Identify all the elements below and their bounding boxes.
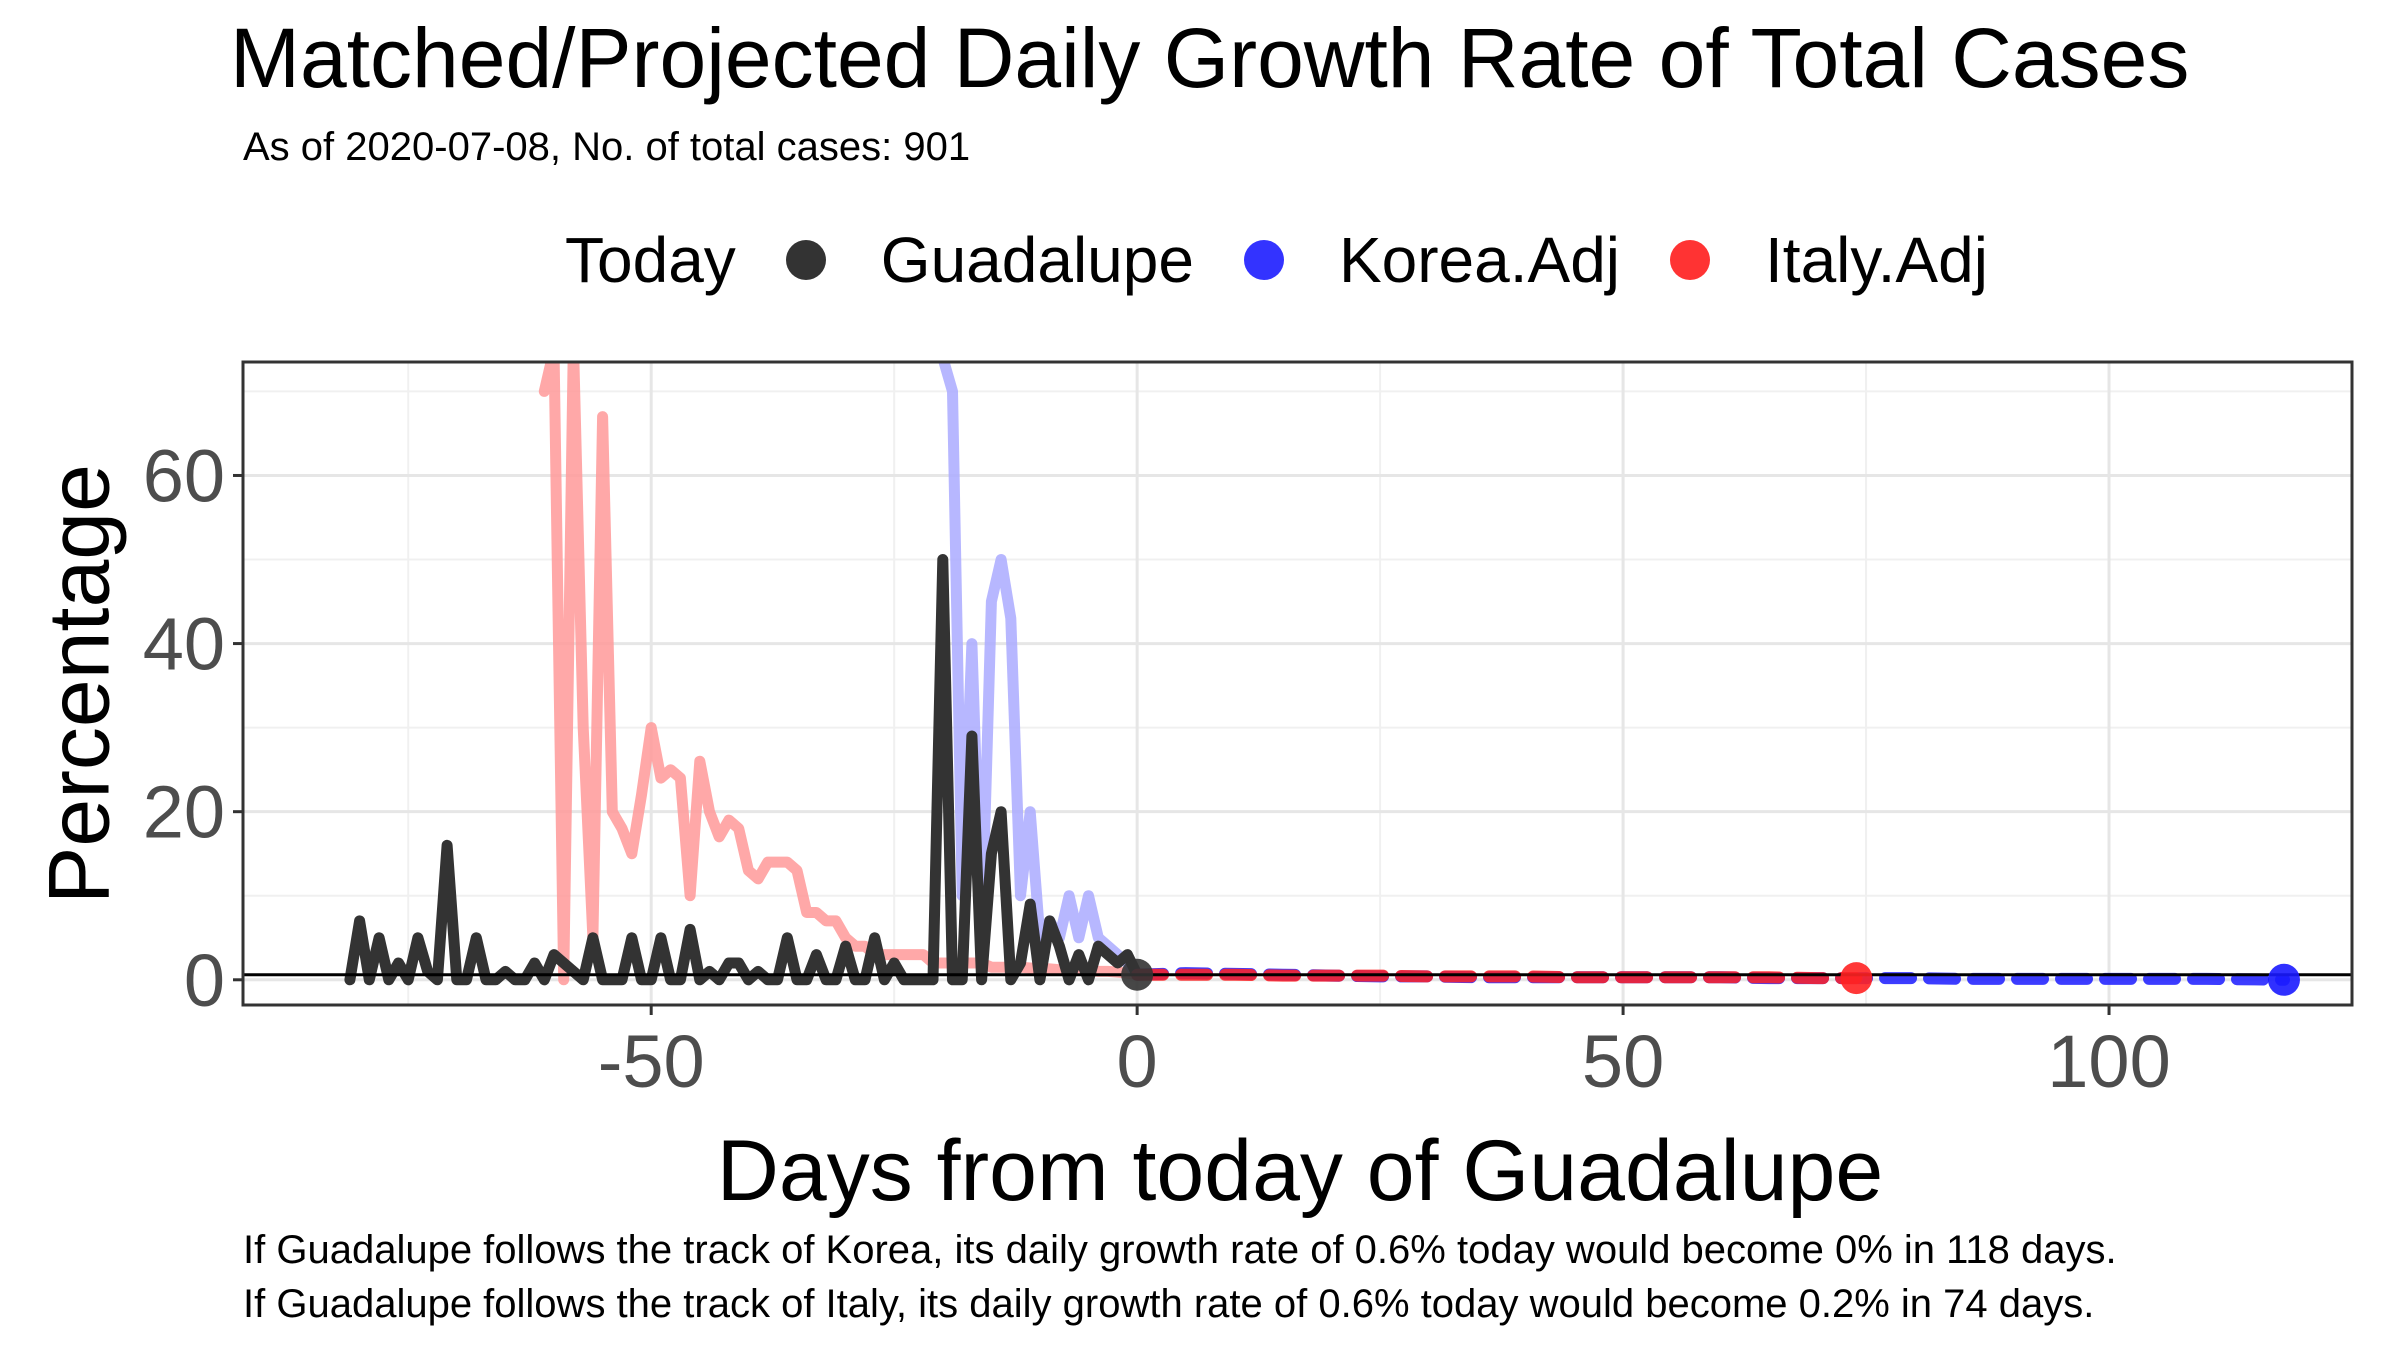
legend-item-guadalupe: Guadalupe: [785, 223, 1194, 297]
legend-key-guadalupe: [785, 240, 826, 280]
legend-label-guadalupe: Guadalupe: [880, 224, 1194, 296]
x-axis-title: Days from today of Guadalupe: [716, 1123, 1884, 1219]
caption-italy: If Guadalupe follows the track of Italy,…: [243, 1282, 2095, 1326]
y-tick-label: 20: [143, 771, 225, 854]
legend-title: Today: [565, 224, 736, 296]
caption-korea: If Guadalupe follows the track of Korea,…: [243, 1228, 2117, 1272]
legend-label-korea: Korea.Adj: [1338, 224, 1620, 296]
series-line-italy-adj: [538, 362, 1143, 986]
x-tick-label: 100: [2047, 1020, 2170, 1103]
legend-label-italy: Italy.Adj: [1765, 224, 1988, 296]
panel-border: [241, 360, 2354, 1007]
y-tick-label: 0: [184, 939, 225, 1022]
x-tick-label: -50: [598, 1020, 705, 1103]
series-line-korea-adj: [938, 362, 1143, 981]
legend-item-korea: Korea.Adj: [1243, 223, 1620, 297]
chart-subtitle: As of 2020-07-08, No. of total cases: 90…: [243, 125, 971, 169]
legend-key-korea: [1243, 240, 1284, 280]
today-point-italy-adj: [1840, 962, 1873, 995]
series-group: [344, 362, 2290, 986]
legend-key-italy: [1670, 240, 1710, 280]
y-axis-title: Percentage: [31, 464, 128, 904]
x-tick-label: 50: [1582, 1020, 1664, 1103]
y-tick-label: 40: [143, 603, 225, 686]
x-tick-label: 0: [1117, 1020, 1158, 1103]
chart-title: Matched/Projected Daily Growth Rate of T…: [230, 11, 2190, 105]
today-point-guadalupe: [1121, 958, 1154, 991]
y-tick-label: 60: [143, 434, 225, 517]
series-line-guadalupe: [344, 554, 1143, 986]
series-line-italy-adj-projected: [1131, 968, 1863, 985]
today-point-korea-adj: [2267, 963, 2300, 996]
legend: Today Guadalupe Korea.Adj Italy.Adj: [565, 215, 2038, 305]
legend-item-italy: Italy.Adj: [1670, 223, 1988, 297]
